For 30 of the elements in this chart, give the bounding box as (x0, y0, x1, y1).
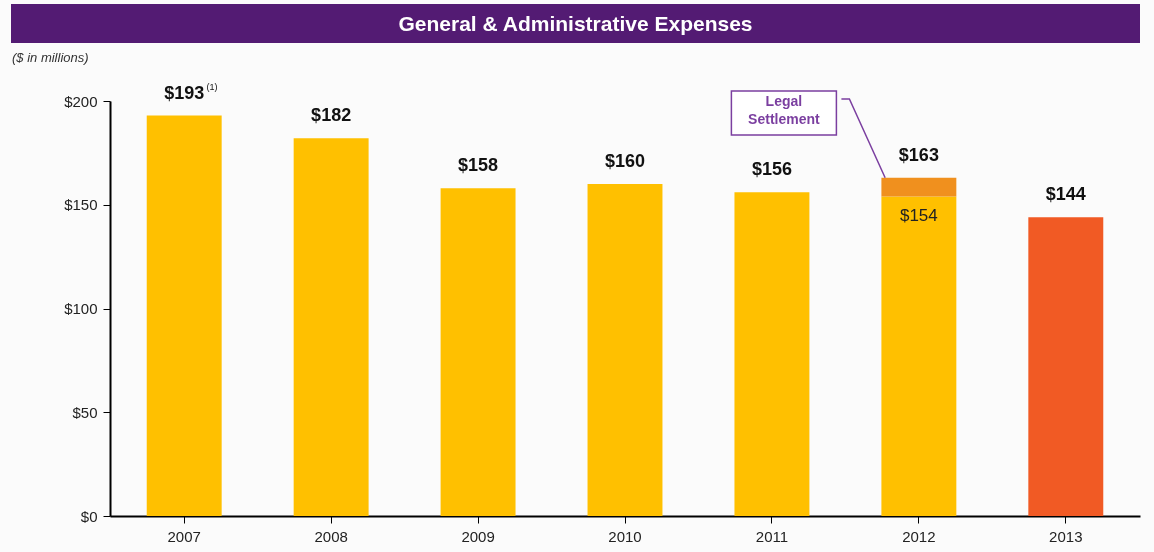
bar (1028, 217, 1104, 516)
total-label: $156 (751, 159, 792, 180)
chart-title: General & Administrative Expenses (11, 4, 1140, 43)
total-label: $160 (604, 151, 646, 171)
x-tick-label: 2008 (314, 527, 348, 545)
y-tick-label: $50 (72, 403, 98, 421)
bar (293, 138, 369, 516)
bar (440, 188, 516, 516)
x-tick-label: 2013 (1049, 527, 1083, 545)
data-label: $154 (899, 206, 938, 226)
total-label: $158 (458, 155, 499, 176)
bar (146, 115, 222, 516)
bar (881, 196, 957, 516)
y-tick-label: $0 (80, 507, 98, 525)
y-tick-label: $150 (64, 196, 98, 214)
total-label: $182 (311, 105, 352, 126)
total-label: $144 (1045, 184, 1086, 205)
x-tick-label: 2009 (461, 527, 495, 545)
chart-subtitle: ($ in millions) (12, 50, 89, 65)
y-tick-label: $200 (64, 92, 98, 110)
x-tick-label: 2012 (902, 527, 936, 545)
bar (734, 192, 810, 516)
bar (587, 184, 663, 516)
x-tick-label: 2007 (167, 527, 201, 545)
x-tick-label: 2011 (755, 527, 789, 545)
total-label: $163 (898, 144, 939, 165)
x-tick-label: 2010 (608, 527, 642, 545)
y-tick-label: $100 (64, 300, 98, 317)
bar (881, 177, 957, 197)
text: Legal Settlement (748, 93, 821, 127)
